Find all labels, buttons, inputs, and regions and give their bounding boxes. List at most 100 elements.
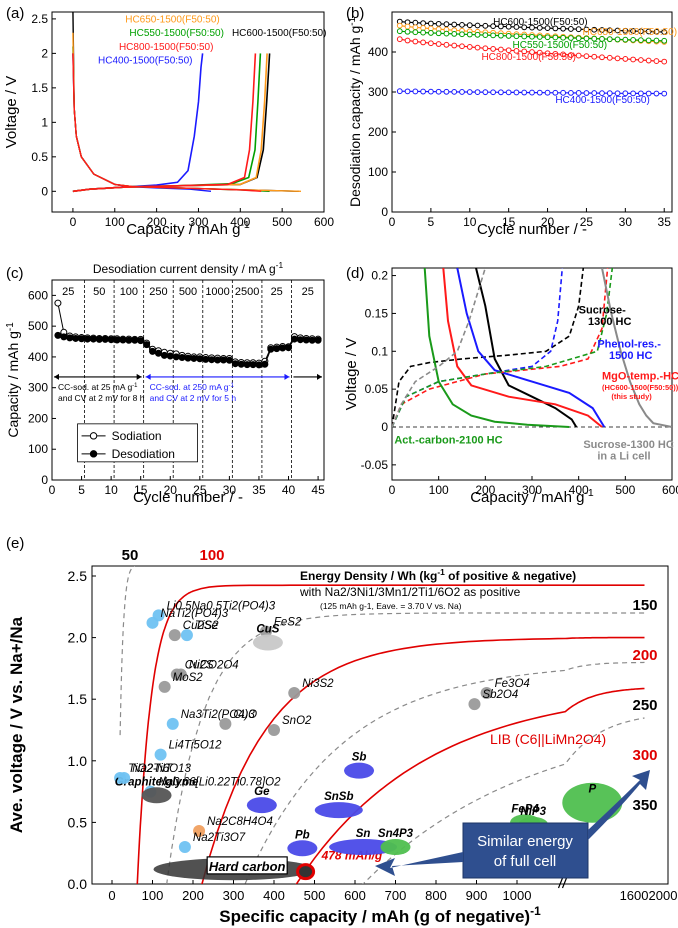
panel-c-rate-label: 1000 — [205, 286, 229, 298]
panel-b-data-point — [567, 35, 574, 41]
panel-e-material-label: SnO2 — [282, 715, 312, 727]
panel-b-data-point — [599, 27, 605, 33]
panel-c-data-point — [285, 344, 293, 352]
panel-c-y-tick-label: 400 — [28, 350, 48, 364]
panel-b-data-point — [412, 88, 419, 95]
panel-d-x-tick-label: 600 — [662, 483, 678, 497]
panel-d-letter: (d) — [346, 265, 364, 282]
panel-c-plot-frame — [51, 279, 325, 481]
panel-e-material-marker — [314, 802, 363, 819]
panel-b-data-point — [552, 89, 559, 96]
panel-b-data-point — [404, 23, 411, 30]
panel-d-x-axis-label: Capacity / mAh g-1 — [470, 487, 594, 506]
panel-c-data-point — [137, 337, 145, 345]
panel-b-data-point — [396, 88, 403, 95]
panel-b-data-point — [544, 34, 551, 41]
panel-b-data-point — [575, 35, 582, 42]
panel-d-y-tick-label: 0.05 — [365, 382, 389, 396]
panel-c-legend-marker — [89, 450, 98, 458]
panel-c-data-point — [308, 336, 316, 344]
panel-c-y-tick-label: 0 — [41, 473, 48, 487]
panel-b-data-point — [591, 90, 598, 96]
panel-b-data-point — [466, 44, 473, 50]
panel-c-data-point — [214, 356, 222, 364]
panel-b-data-point — [536, 24, 543, 31]
panel-d-label: Sucrose- — [579, 304, 626, 316]
panel-c-arrow-head — [284, 373, 290, 380]
panel-c-data-point — [296, 336, 304, 344]
panel-b-x-tick-label: 0 — [389, 215, 396, 229]
panel-c-data-point — [72, 334, 80, 342]
panel-a-desodiation-line — [72, 53, 262, 193]
panel-b-data-point — [459, 21, 465, 28]
panel-b-data-point — [435, 20, 442, 27]
panel-b-data-point — [614, 36, 621, 43]
panel-e-highlight-marker — [296, 863, 316, 881]
panel-b-data-point — [630, 28, 637, 34]
panel-b-data-point — [599, 36, 605, 42]
panel-d-y-tick-label: 0.1 — [371, 344, 388, 358]
panel-b-data-point — [606, 90, 613, 97]
panel-c-data-point — [125, 336, 133, 344]
panel-e-material-marker — [219, 717, 232, 730]
panel-e-material-label: TiS2 — [195, 620, 219, 632]
panel-b-data-point — [396, 22, 403, 29]
panel-b-data-point — [521, 33, 528, 40]
panel-b-data-point — [474, 44, 481, 51]
panel-e-material-marker — [329, 839, 398, 856]
panel-e-material-marker — [141, 787, 172, 804]
panel-c-data-point — [160, 351, 168, 359]
panel-c-data-point — [237, 360, 245, 368]
panel-e-x-tick-label: 500 — [304, 888, 326, 903]
panel-b-data-point — [560, 25, 567, 32]
panel-c-x-tick-label: 40 — [282, 483, 296, 497]
panel-c-data-point — [279, 344, 287, 352]
panel-a-series-label: HC550-1500(F50:50) — [129, 28, 224, 39]
panel-b-data-point — [544, 89, 551, 96]
panel-b-data-point — [536, 34, 543, 40]
panel-d-series — [392, 268, 672, 428]
panel-c-data-point — [243, 361, 251, 369]
panel-c-data-point — [249, 361, 257, 369]
panel-b-data-point — [622, 36, 629, 43]
panel-e-energy-label: 350 — [632, 797, 657, 814]
panel-c-data-point — [60, 333, 68, 341]
panel-e-material-marker — [158, 680, 171, 693]
panel-b-data-point — [482, 32, 489, 38]
panel-e-material-label: NiP3 — [520, 806, 546, 818]
panel-e-material-marker — [480, 687, 493, 700]
panel-b-data-point — [474, 22, 481, 29]
panel-b-data-point — [645, 28, 652, 35]
panel-e-material-marker — [380, 839, 411, 856]
panel-b-data-point — [653, 37, 660, 44]
panel-e-material-label: Sn — [356, 828, 371, 840]
panel-c-data-point — [196, 355, 204, 363]
panel-c-legend-box — [77, 423, 198, 463]
panel-e-energy-label: 100 — [199, 547, 224, 564]
panel-e-material-label: Fe3O4 — [495, 678, 530, 690]
panel-b-data-point — [630, 36, 637, 43]
panel-b-data-point — [490, 46, 497, 52]
panel-c-data-point — [54, 331, 62, 339]
panel-b-data-point — [544, 50, 551, 57]
panel-e-material-label: Na2Ti3O7 — [193, 832, 246, 844]
panel-d-sodiation-line — [475, 268, 578, 428]
panel-e-x-tick-label: 300 — [223, 888, 245, 903]
panel-e-material-marker — [268, 724, 280, 736]
panel-a-x-tick-label: 300 — [188, 215, 208, 229]
panel-a-desodiation-line — [72, 53, 204, 193]
panel-b-data-point — [451, 31, 458, 37]
panel-b-data-point — [451, 88, 458, 95]
panel-c-x-tick-label: 25 — [193, 483, 207, 497]
panel-e-x-axis-label: Specific capacity / mAh (g of negative)-… — [219, 904, 541, 926]
panel-c-rate-label: 2500 — [235, 286, 259, 298]
panel-b-data-point — [591, 35, 598, 42]
panel-c-y-tick-label: 100 — [28, 442, 48, 456]
panel-c-data-point — [302, 336, 310, 344]
panel-b-data-point — [583, 53, 590, 60]
panel-c-x-tick-label: 45 — [311, 483, 325, 497]
panel-d-x-tick-label: 300 — [522, 483, 542, 497]
panel-b-data-point — [420, 29, 427, 36]
panel-e-material-marker — [168, 629, 181, 642]
panel-c-data-point — [314, 336, 322, 344]
